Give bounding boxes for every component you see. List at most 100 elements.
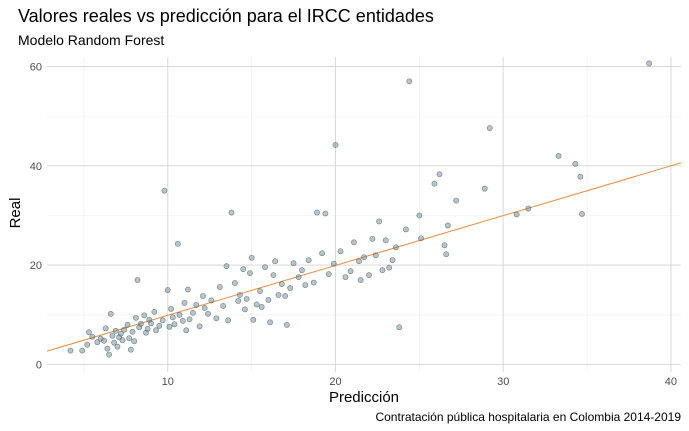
data-point [134,277,141,283]
data-point [443,251,450,258]
data-point [265,297,272,303]
data-point [201,305,208,311]
data-point [372,252,379,259]
data-point [392,244,399,251]
data-point [208,297,215,304]
data-point [577,173,584,180]
data-point [119,337,126,344]
data-point [356,258,362,265]
data-point [646,60,653,67]
data-point [243,296,250,302]
data-point [174,240,181,247]
data-point [361,254,367,261]
data-point [572,160,579,167]
data-point [109,332,116,339]
data-point [131,338,138,345]
data-point [151,308,158,315]
data-point [441,242,448,249]
data-point [275,292,282,298]
data-point [124,321,131,328]
data-point [236,292,243,298]
data-point [248,254,255,261]
data-point [171,321,178,328]
tick-labels: 10 20 30 40 0 20 40 60 [30,61,677,388]
data-point [314,209,320,216]
data-point [290,260,297,267]
data-point [231,280,238,286]
data-point [159,317,166,324]
data-point [444,222,451,229]
data-point [216,284,223,290]
data-point [186,316,193,323]
data-point [382,237,389,244]
data-point [305,257,312,264]
data-point [102,325,109,332]
data-point [84,341,91,348]
data-point [332,142,339,148]
x-tick-label: 20 [329,376,341,388]
data-point [190,309,196,316]
data-point [196,323,203,330]
data-point [106,351,112,358]
data-point [513,211,520,218]
data-point [223,263,230,270]
data-point [299,267,305,274]
y-axis-title: Real [7,198,24,229]
data-point [111,339,117,346]
data-point [258,304,265,310]
data-point [302,282,309,288]
data-point [148,320,154,327]
data-point [141,312,148,319]
data-point [176,311,183,318]
data-point [146,316,153,323]
data-point [453,197,460,204]
data-point [579,211,585,217]
data-point [322,210,329,217]
data-point [129,328,136,335]
chart-caption: Contratación pública hospitalaria en Col… [375,410,681,424]
data-point [403,226,409,233]
x-tick-label: 30 [497,376,509,388]
data-point [79,347,86,354]
data-point [138,320,144,327]
data-point [525,205,532,212]
data-point [169,314,176,321]
data-point [168,306,175,312]
data-point [156,322,163,329]
data-point [376,218,382,225]
data-point [121,326,128,333]
data-point [144,325,151,332]
data-point [406,78,413,85]
data-point [112,327,119,334]
data-point [325,271,332,278]
data-point [205,310,211,317]
data-point [114,343,121,350]
data-points [67,60,653,358]
data-point [278,281,285,287]
chart-title: Valores reales vs predicción para el IRC… [18,6,434,26]
data-point [386,264,393,271]
x-tick-label: 10 [162,376,174,388]
data-point [132,314,139,321]
data-point [161,187,168,194]
data-point [126,335,133,342]
y-tick-label: 20 [30,260,42,272]
y-tick-label: 40 [30,161,42,173]
data-point [242,306,248,313]
data-point [193,302,200,308]
data-point [89,333,96,340]
data-point [396,324,403,331]
data-point [369,235,376,242]
data-point [166,323,173,330]
data-point [225,317,232,324]
data-point [153,327,159,334]
data-point [117,330,124,337]
data-point [101,337,107,344]
data-point [179,317,186,324]
data-point [310,279,317,286]
x-axis-title: Predicción [329,389,399,406]
grid-lines [47,57,681,372]
data-point [347,268,354,275]
data-point [431,180,438,187]
